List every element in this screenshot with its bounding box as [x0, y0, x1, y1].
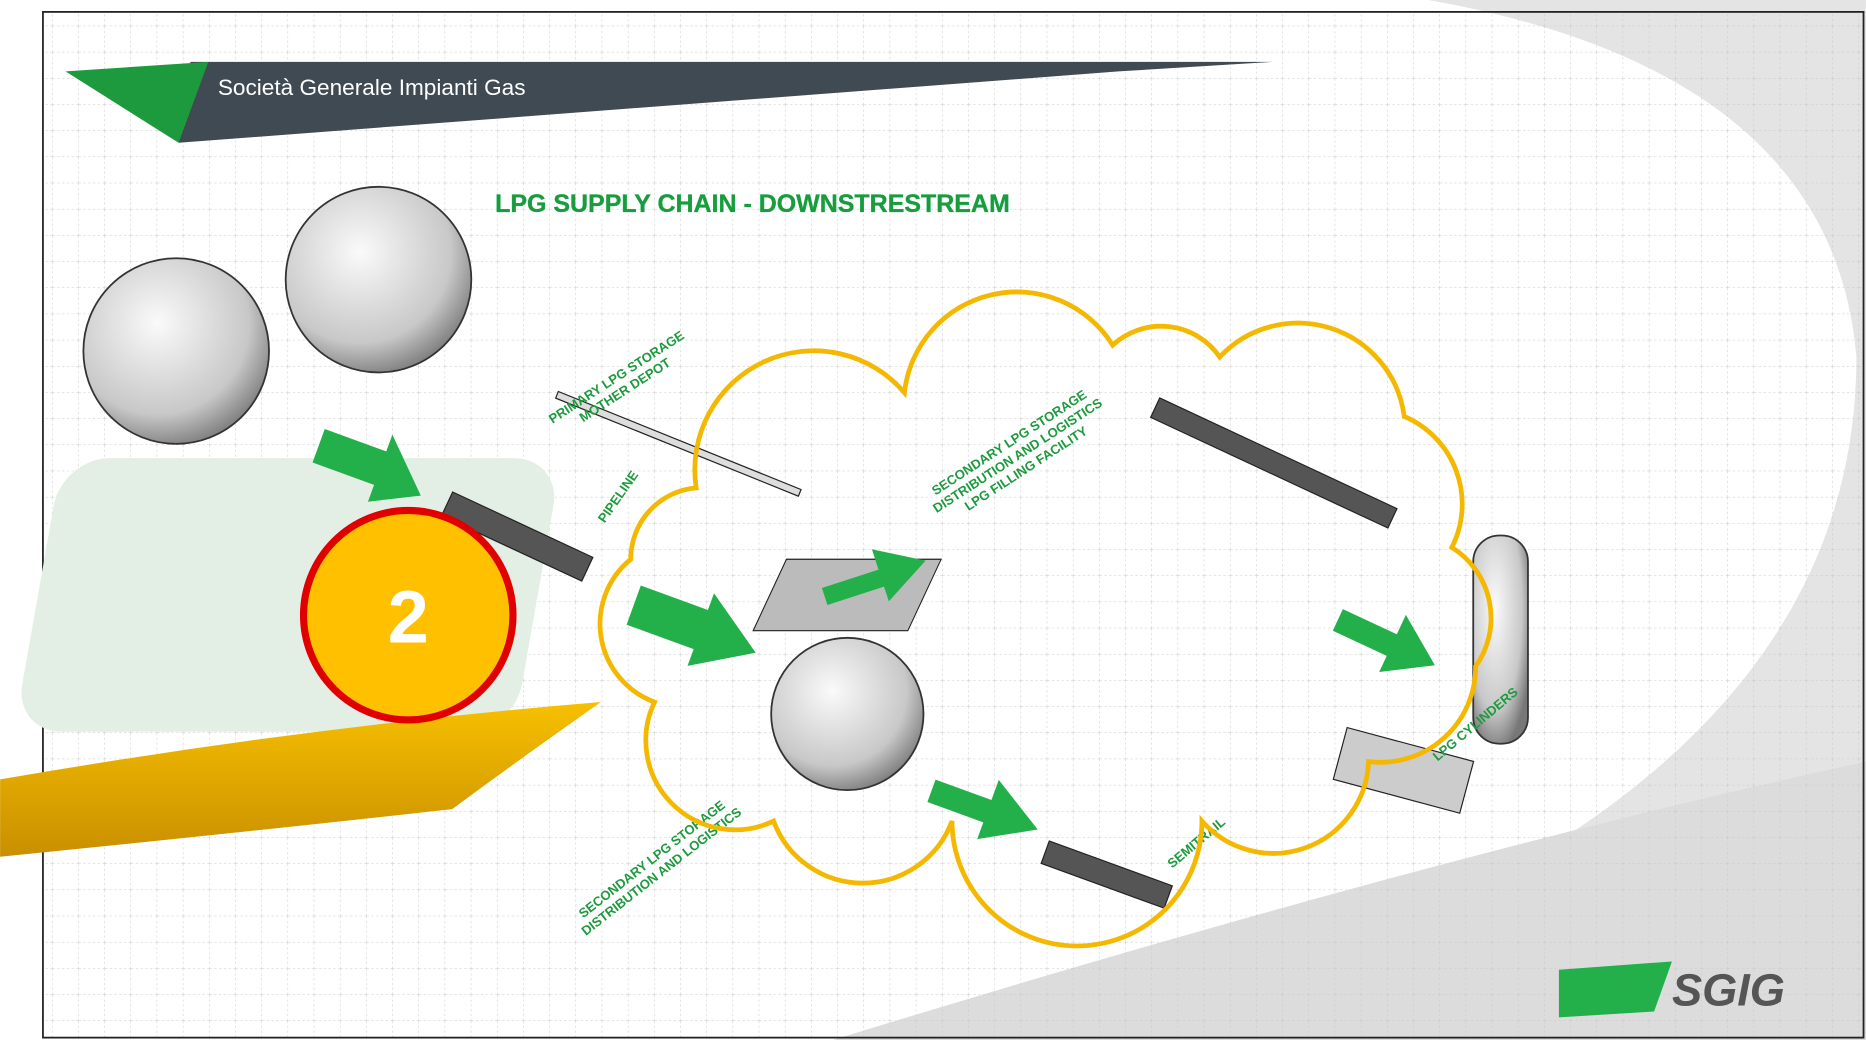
page: Società Generale Impianti Gas LPG SUPPLY…: [0, 0, 1866, 1040]
sphere-tank: [771, 638, 923, 790]
diagram-title: LPG SUPPLY CHAIN - DOWNSTRESTREAM: [495, 190, 1010, 218]
sphere-tank: [83, 258, 269, 444]
logo-text: SGIG: [1672, 964, 1785, 1015]
sphere-tank: [286, 187, 472, 373]
slide: Società Generale Impianti Gas LPG SUPPLY…: [0, 0, 1866, 1040]
callout-number: 2: [388, 576, 429, 659]
company-name: Società Generale Impianti Gas: [218, 75, 526, 100]
